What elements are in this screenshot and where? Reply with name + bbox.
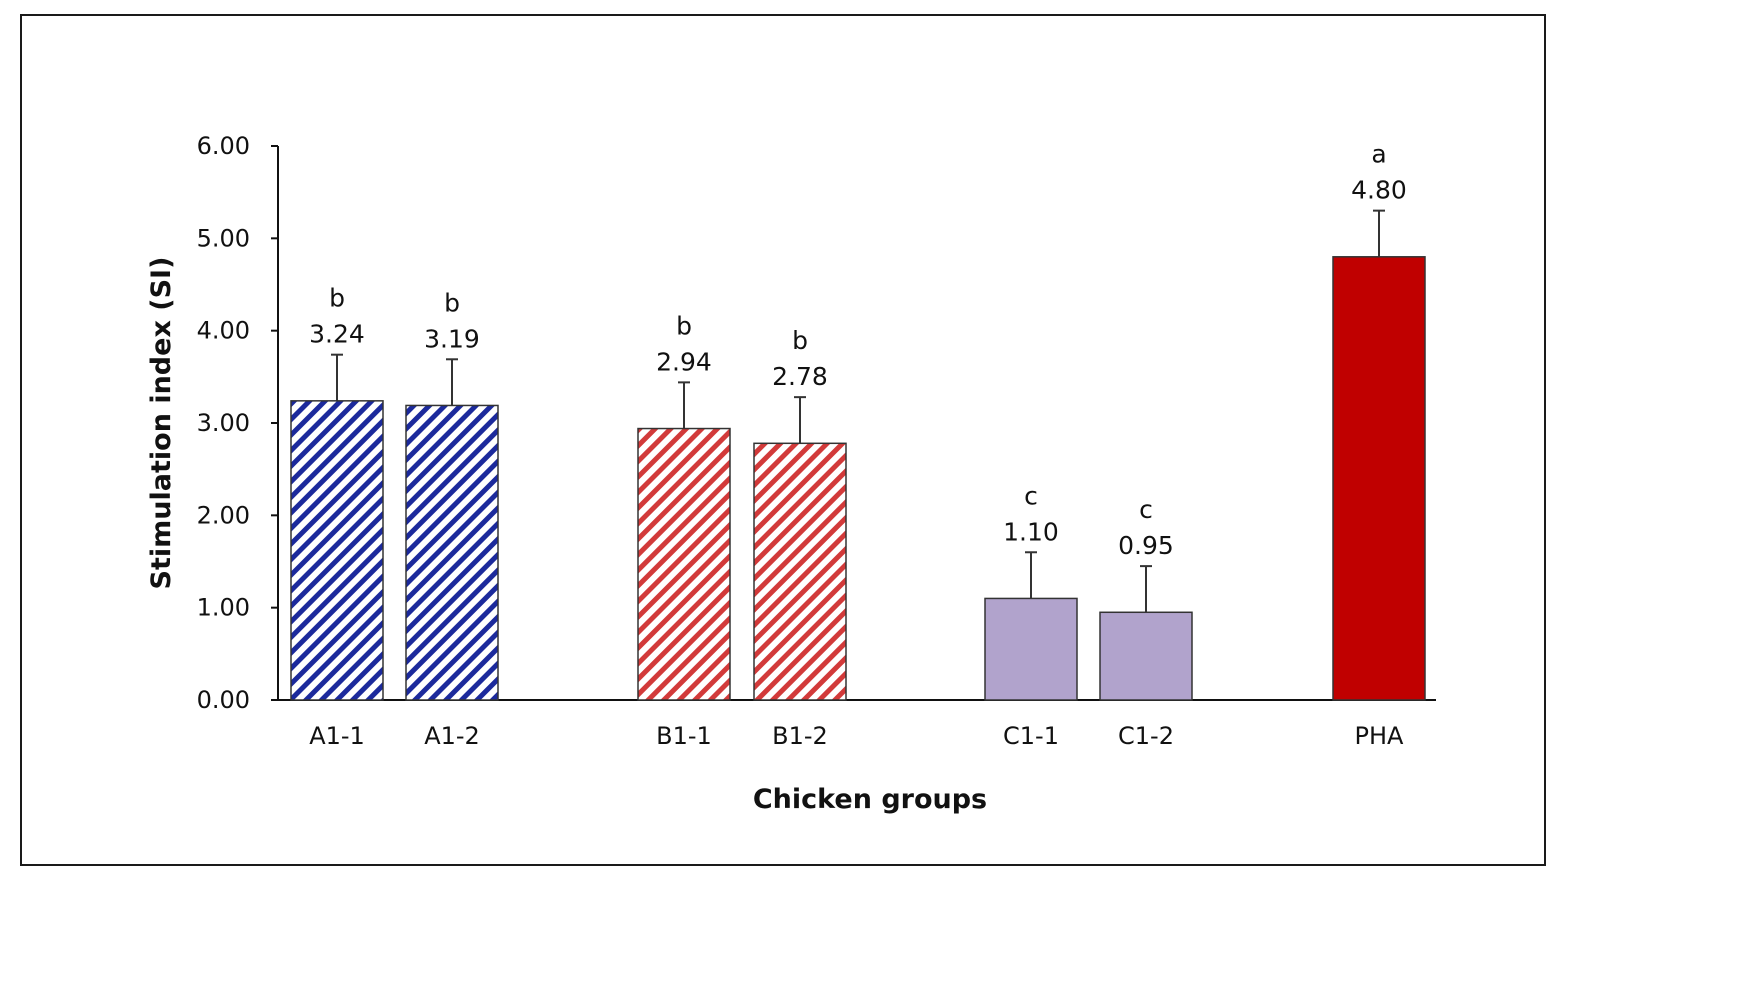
- significance-label: a: [1371, 140, 1386, 169]
- x-tick-label: B1-2: [772, 722, 828, 750]
- x-tick-label: A1-1: [309, 722, 365, 750]
- bar-a1-2: [405, 404, 499, 701]
- data-label: 4.80: [1351, 176, 1407, 205]
- bar-c1-2: [1099, 611, 1193, 701]
- y-axis-title: Stimulation index (SI): [146, 257, 177, 590]
- data-label: 0.95: [1118, 531, 1174, 560]
- data-label: 2.78: [772, 362, 828, 391]
- y-tick-label: 3.00: [197, 409, 250, 437]
- bar-a1-1: [290, 400, 384, 701]
- y-tick-label: 0.00: [197, 686, 250, 714]
- y-tick-label: 6.00: [197, 132, 250, 160]
- bar-b1-1: [637, 427, 731, 701]
- y-tick-label: 5.00: [197, 224, 250, 252]
- y-tick-label: 2.00: [197, 501, 250, 529]
- x-tick-label: C1-1: [1003, 722, 1059, 750]
- bar-pha: [1332, 256, 1426, 701]
- figure-frame: 0.00 1.00 2.00 3.00 4.00 5.00 6.00 3.24 b A1-1 3.…: [20, 14, 1546, 866]
- data-label: 3.19: [424, 324, 480, 353]
- significance-label: c: [1139, 495, 1153, 524]
- axes: 0.00 1.00 2.00 3.00 4.00 5.00 6.00: [197, 132, 1436, 714]
- data-label: 2.94: [656, 347, 712, 376]
- bars: [290, 209, 1426, 701]
- significance-label: c: [1024, 481, 1038, 510]
- bar-b1-2: [753, 442, 847, 701]
- y-tick-label: 4.00: [197, 317, 250, 345]
- x-tick-label: A1-2: [424, 722, 480, 750]
- x-tick-label: B1-1: [656, 722, 712, 750]
- data-label: 1.10: [1003, 517, 1059, 546]
- significance-label: b: [676, 311, 692, 340]
- significance-label: b: [792, 326, 808, 355]
- y-tick-label: 1.00: [197, 594, 250, 622]
- labels: 3.24 b A1-1 3.19 b A1-2 2.94 b B1-1 2.78 b B1-2 1.10…: [146, 140, 1407, 815]
- significance-label: b: [329, 284, 345, 313]
- x-axis-title: Chicken groups: [753, 784, 987, 815]
- bar-chart: 0.001.002.003.004.005.006.00 3.24bA1-13.…: [146, 132, 1436, 815]
- data-label: 3.24: [309, 320, 365, 349]
- x-tick-label: PHA: [1355, 722, 1405, 750]
- significance-label: b: [444, 288, 460, 317]
- bar-c1-1: [984, 597, 1078, 701]
- x-tick-label: C1-2: [1118, 722, 1174, 750]
